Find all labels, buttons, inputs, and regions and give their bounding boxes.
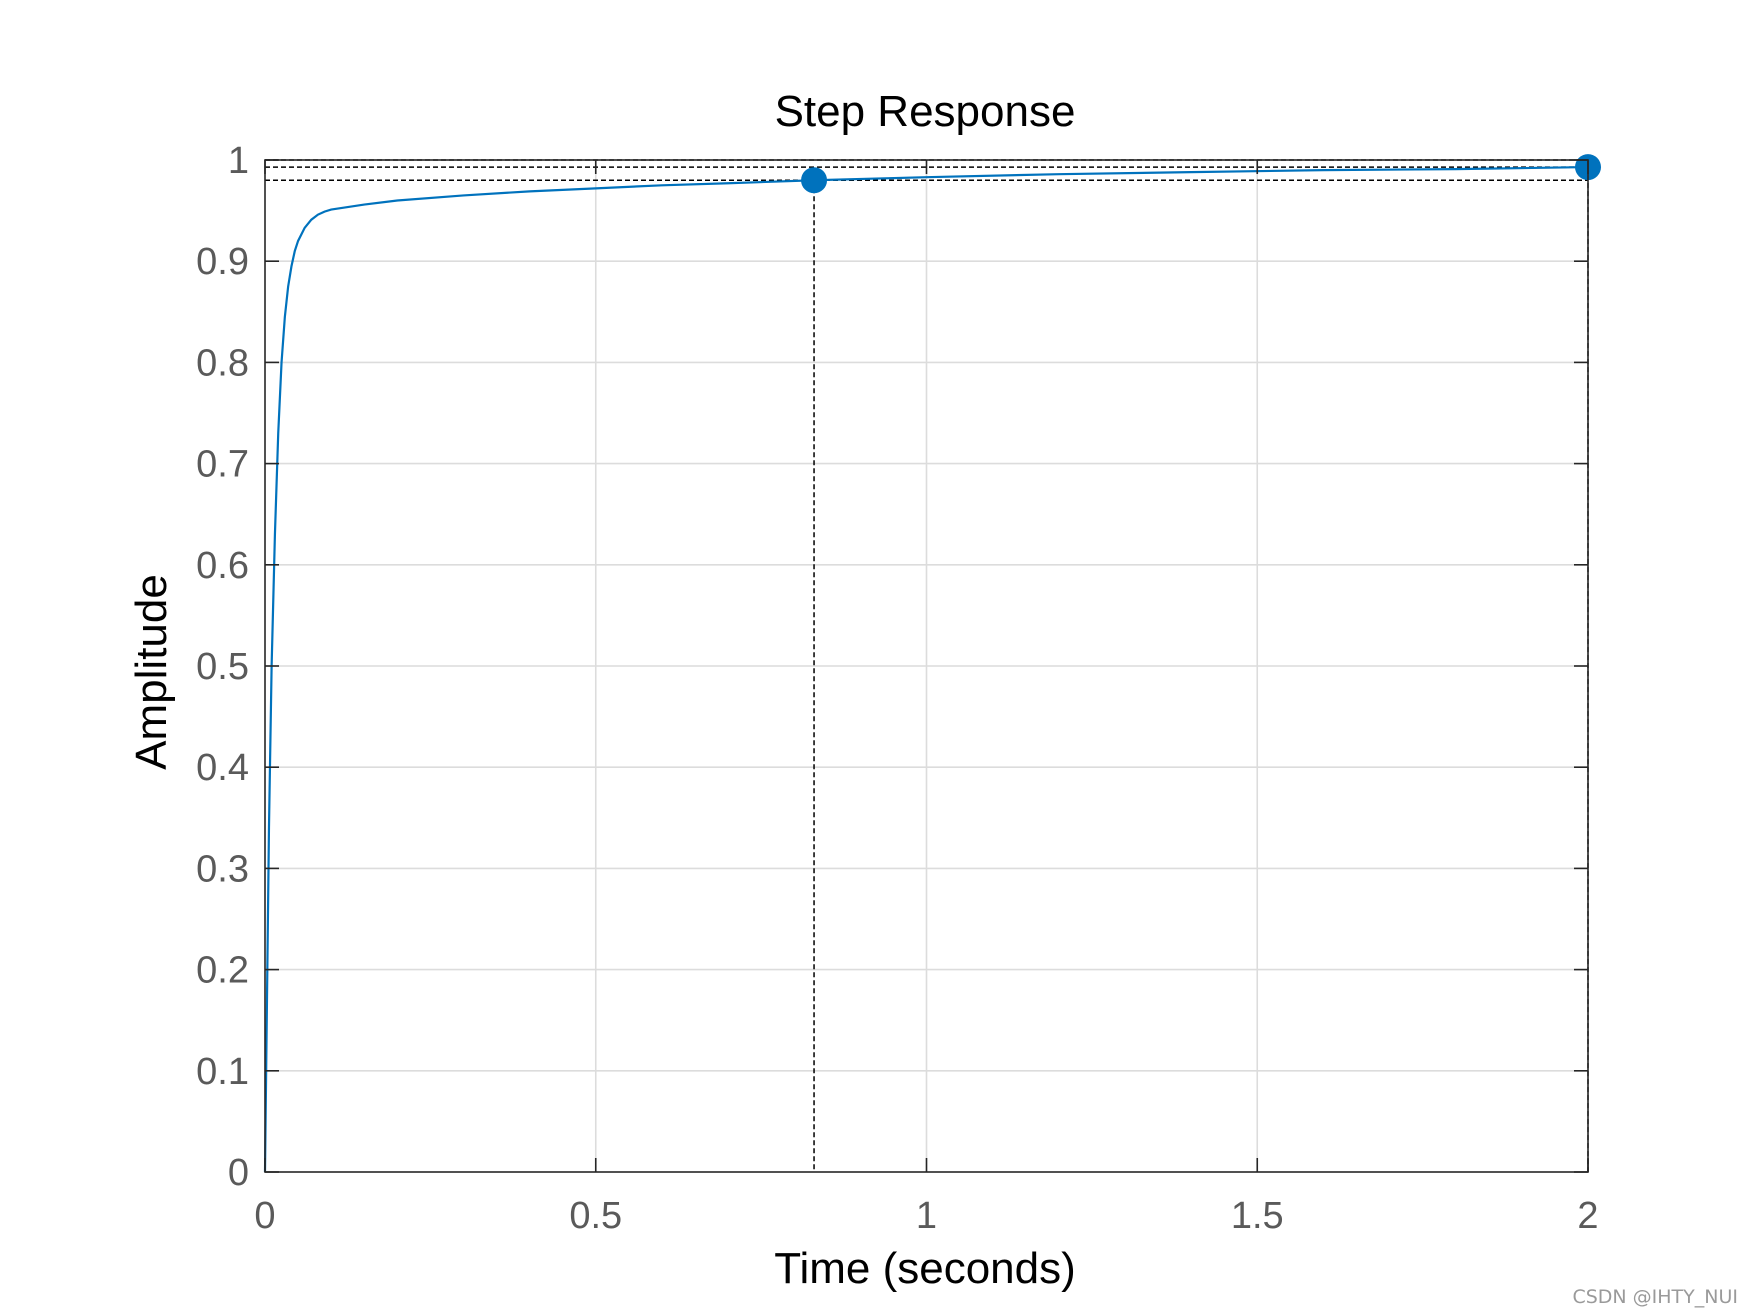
step-response-line [263, 165, 1589, 1173]
chart-title: Step Response [775, 87, 1076, 136]
y-tick-label-9: 0.9 [196, 241, 249, 283]
y-tick-label-3: 0.3 [196, 848, 249, 890]
y-tick-label-10: 1 [228, 140, 249, 182]
y-axis-label: Amplitude [127, 574, 176, 770]
x-tick-label-2: 1 [916, 1195, 937, 1237]
x-tick-label-3: 1.5 [1231, 1195, 1284, 1237]
axis-ticks [264, 159, 1589, 1173]
y-tick-label-8: 0.8 [196, 342, 249, 384]
grid-lines [265, 160, 1588, 1172]
y-tick-label-2: 0.2 [196, 950, 249, 992]
x-axis-label: Time (seconds) [774, 1244, 1076, 1293]
y-tick-label-6: 0.6 [196, 545, 249, 587]
y-tick-label-0: 0 [228, 1152, 249, 1194]
x-tick-labels: 0 0.5 1 1.5 2 [254, 1195, 1598, 1237]
y-tick-labels: 0 0.1 0.2 0.3 0.4 0.5 0.6 0.7 0.8 0.9 1 [196, 140, 249, 1194]
y-tick-label-7: 0.7 [196, 444, 249, 486]
y-tick-label-4: 0.4 [196, 747, 249, 789]
x-tick-label-1: 0.5 [569, 1195, 622, 1237]
response-marker-0 [801, 167, 828, 194]
watermark-text: CSDN @IHTY_NUI [1572, 1286, 1738, 1308]
x-tick-label-4: 2 [1577, 1195, 1598, 1237]
y-tick-label-1: 0.1 [196, 1051, 249, 1093]
y-tick-label-5: 0.5 [196, 646, 249, 688]
x-tick-label-0: 0 [254, 1195, 275, 1237]
